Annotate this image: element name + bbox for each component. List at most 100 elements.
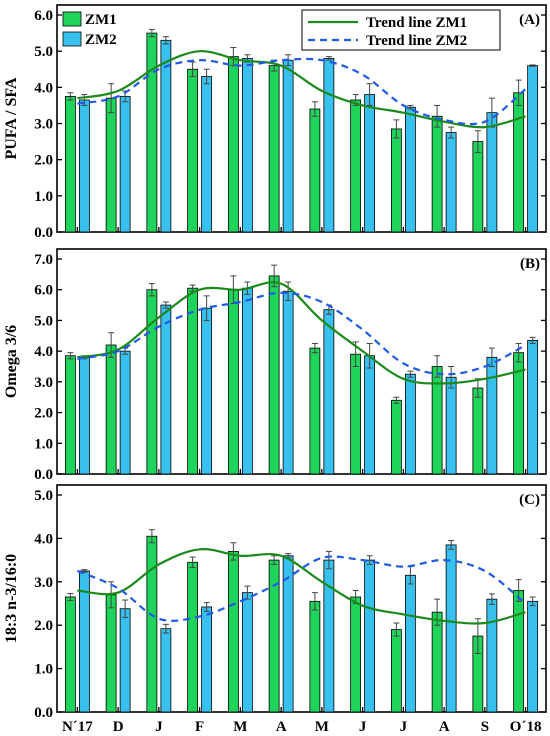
bar-zm2 (201, 76, 213, 233)
bar-zm2 (201, 307, 213, 475)
bar-zm1 (146, 289, 158, 475)
y-tick-label: 3.0 (34, 575, 53, 591)
trend-line-zm2 (77, 57, 527, 126)
trend-line-zm1 (77, 50, 526, 129)
panel-label: (A) (519, 12, 540, 28)
bar-zm1 (187, 68, 199, 233)
bar-zm2 (404, 106, 416, 233)
legend: ZM1 ZM2 Trend line ZM1 Trend line ZM2 (62, 9, 501, 51)
legend-label-zm2: ZM2 (85, 32, 117, 48)
legend-swatch-zm2 (62, 31, 82, 47)
y-tick-label: 4.0 (34, 531, 53, 547)
bar-zm2 (404, 373, 416, 475)
bar-zm2 (404, 574, 416, 713)
bar-zm1 (390, 128, 402, 233)
bar-zm1 (268, 275, 280, 475)
x-tick-label: D (113, 719, 124, 735)
y-tick-label: 6.0 (34, 8, 53, 24)
bar-zm1 (309, 347, 321, 475)
y-tick-label: 0.0 (34, 225, 53, 241)
x-tick-label: J (359, 719, 367, 735)
bar-zm2 (323, 309, 335, 475)
legend-label-trend-zm1: Trend line ZM1 (366, 15, 467, 31)
bar-zm2 (445, 376, 457, 475)
bar-zm1 (309, 600, 321, 713)
x-tick-label: J (155, 719, 163, 735)
bar-zm1 (105, 97, 117, 233)
bar-zm2 (486, 598, 498, 713)
trend-line-zm2 (77, 291, 527, 376)
trend-line-zm1 (77, 548, 526, 625)
bar-zm1 (513, 590, 525, 713)
plot-frame (56, 4, 547, 233)
y-tick-label: 4.0 (34, 344, 53, 360)
plot-frame (56, 484, 547, 713)
bar-zm1 (146, 32, 158, 233)
bar-zm1 (187, 287, 199, 475)
bar-zm2 (119, 350, 131, 475)
bar-zm2 (527, 600, 539, 713)
x-tick-label: M (315, 719, 329, 735)
y-tick-label: 3.0 (34, 375, 53, 391)
bar-zm2 (160, 628, 172, 713)
bar-zm1 (472, 387, 484, 475)
legend-swatch-zm1 (62, 11, 82, 27)
x-tick-label: M (233, 719, 247, 735)
bar-zm1 (105, 594, 117, 713)
y-tick-label: 3.0 (34, 117, 53, 133)
y-tick-label: 7.0 (34, 252, 53, 268)
x-tick-label: O´18 (510, 719, 542, 735)
y-axis-label: 18:3 n-3/16:0 (3, 554, 20, 643)
legend-line-box (301, 9, 501, 51)
plot-frame (56, 248, 547, 475)
bar-zm2 (282, 59, 294, 233)
x-tick-label: J (400, 719, 408, 735)
bar-zm2 (78, 99, 90, 233)
x-tick-label: N´17 (62, 719, 93, 735)
y-tick-label: 2.0 (34, 618, 53, 634)
bar-zm1 (431, 115, 443, 233)
panel-c: 0.0 1.0 2.0 3.0 4.0 5.0 18:3 n-3/16:0 (C) (3, 484, 547, 721)
bar-zm2 (527, 339, 539, 475)
bar-zm1 (431, 611, 443, 713)
bar-zm1 (390, 629, 402, 713)
bar-zm1 (350, 99, 362, 233)
bar-zm2 (241, 287, 253, 475)
trend-line-zm1 (77, 281, 526, 385)
x-tick-label: F (195, 719, 204, 735)
y-tick-label: 6.0 (34, 283, 53, 299)
bar-zm2 (160, 304, 172, 475)
bar-zm2 (445, 544, 457, 713)
bar-zm1 (64, 355, 76, 475)
bar-zm2 (486, 356, 498, 475)
bar-zm1 (472, 141, 484, 233)
bar-zm2 (119, 608, 131, 713)
bar-zm1 (64, 596, 76, 713)
y-tick-label: 0.0 (34, 467, 53, 483)
bar-zm1 (309, 108, 321, 233)
y-tick-label: 5.0 (34, 313, 53, 329)
y-tick-label: 2.0 (34, 153, 53, 169)
y-tick-label: 4.0 (34, 80, 53, 96)
y-tick-label: 1.0 (34, 436, 53, 452)
bar-zm1 (350, 353, 362, 475)
bar-zm1 (227, 551, 239, 713)
bar-zm2 (78, 356, 90, 475)
bar-zm1 (350, 596, 362, 713)
bar-zm2 (364, 94, 376, 233)
bar-zm1 (390, 399, 402, 475)
bar-zm2 (282, 290, 294, 475)
y-tick-label: 1.0 (34, 189, 53, 205)
bar-zm1 (513, 92, 525, 233)
bar-zm2 (201, 606, 213, 713)
bar-zm1 (105, 344, 117, 475)
y-axis-label: PUFA / SFA (3, 77, 20, 160)
bar-zm2 (364, 559, 376, 713)
bar-zm1 (64, 95, 76, 233)
y-tick-label: 2.0 (34, 406, 53, 422)
bar-zm2 (486, 112, 498, 233)
y-tick-label: 0.0 (34, 705, 53, 721)
bar-zm1 (146, 535, 158, 713)
legend-label-zm1: ZM1 (85, 12, 117, 28)
